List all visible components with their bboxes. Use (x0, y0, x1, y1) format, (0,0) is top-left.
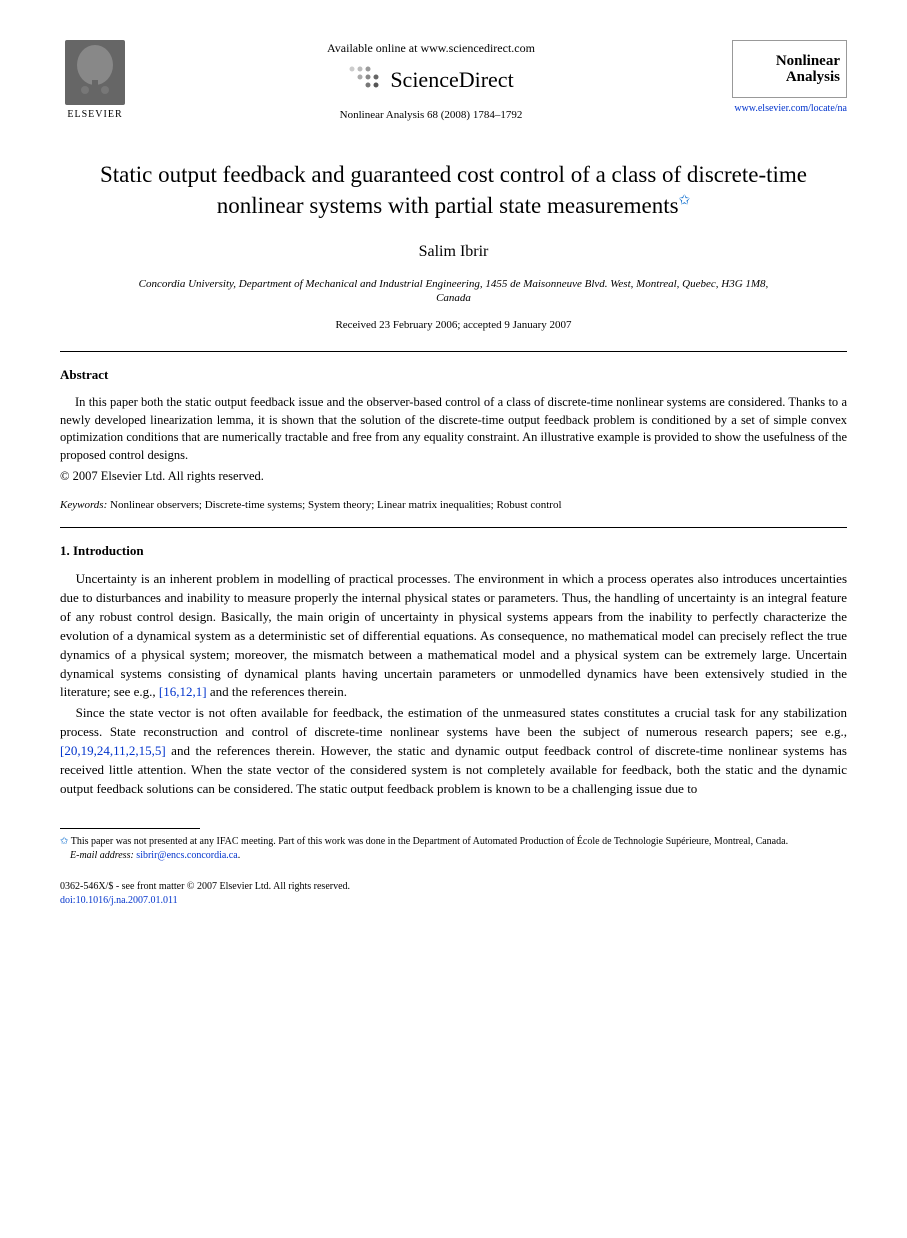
footnote-text: This paper was not presented at any IFAC… (68, 836, 788, 847)
received-accepted-dates: Received 23 February 2006; accepted 9 Ja… (60, 318, 847, 333)
paper-title: Static output feedback and guaranteed co… (80, 159, 827, 221)
sd-dots-icon (348, 65, 384, 96)
journal-box: Nonlinear Analysis www.elsevier.com/loca… (732, 40, 847, 116)
footnote-email: E-mail address: sibrir@encs.concordia.ca… (60, 849, 847, 863)
intro-paragraph-2: Since the state vector is not often avai… (60, 704, 847, 798)
doi-label: doi: (60, 895, 76, 906)
intro-p1-text-a: Uncertainty is an inherent problem in mo… (60, 571, 847, 699)
title-footnote-star[interactable]: ✩ (679, 193, 691, 208)
intro-p2-refs[interactable]: [20,19,24,11,2,15,5] (60, 743, 166, 758)
keywords-text: Nonlinear observers; Discrete-time syste… (107, 499, 561, 511)
email-label: E-mail address: (70, 850, 134, 861)
issn-line: 0362-546X/$ - see front matter © 2007 El… (60, 880, 847, 894)
intro-p1-refs[interactable]: [16,12,1] (159, 684, 207, 699)
bottom-info: 0362-546X/$ - see front matter © 2007 El… (60, 880, 847, 908)
footnote-divider (60, 828, 200, 829)
abstract-copyright: © 2007 Elsevier Ltd. All rights reserved… (60, 468, 847, 486)
divider-top (60, 351, 847, 352)
intro-p1-text-b: and the references therein. (207, 684, 347, 699)
journal-reference: Nonlinear Analysis 68 (2008) 1784–1792 (150, 108, 712, 123)
journal-cover-line1: Nonlinear (776, 53, 840, 70)
center-header: Available online at www.sciencedirect.co… (130, 40, 732, 124)
elsevier-label: ELSEVIER (67, 108, 122, 122)
elsevier-logo: ELSEVIER (60, 40, 130, 122)
sciencedirect-logo: ScienceDirect (150, 65, 712, 96)
intro-paragraph-1: Uncertainty is an inherent problem in mo… (60, 570, 847, 702)
author-name: Salim Ibrir (60, 241, 847, 263)
sciencedirect-text: ScienceDirect (390, 65, 513, 96)
journal-cover: Nonlinear Analysis (732, 40, 847, 98)
footnote-presentation: ✩ This paper was not presented at any IF… (60, 835, 847, 849)
abstract-text: In this paper both the static output fee… (60, 394, 847, 464)
title-text: Static output feedback and guaranteed co… (100, 162, 807, 218)
keywords-label: Keywords: (60, 499, 107, 511)
email-address[interactable]: sibrir@encs.concordia.ca (134, 850, 238, 861)
keywords-line: Keywords: Nonlinear observers; Discrete-… (60, 498, 847, 513)
doi-value[interactable]: 10.1016/j.na.2007.01.011 (76, 895, 178, 906)
journal-cover-line2: Analysis (786, 69, 840, 86)
divider-bottom (60, 527, 847, 528)
available-online-text: Available online at www.sciencedirect.co… (150, 40, 712, 57)
email-suffix: . (238, 850, 241, 861)
header-row: ELSEVIER Available online at www.science… (60, 40, 847, 124)
introduction-heading: 1. Introduction (60, 542, 847, 560)
intro-p2-text-b: and the references therein. However, the… (60, 743, 847, 796)
intro-p2-text-a: Since the state vector is not often avai… (60, 705, 847, 739)
doi-line: doi:10.1016/j.na.2007.01.011 (60, 894, 847, 908)
journal-link[interactable]: www.elsevier.com/locate/na (732, 102, 847, 116)
elsevier-tree-icon (65, 40, 125, 105)
affiliation: Concordia University, Department of Mech… (120, 277, 787, 306)
abstract-heading: Abstract (60, 366, 847, 384)
